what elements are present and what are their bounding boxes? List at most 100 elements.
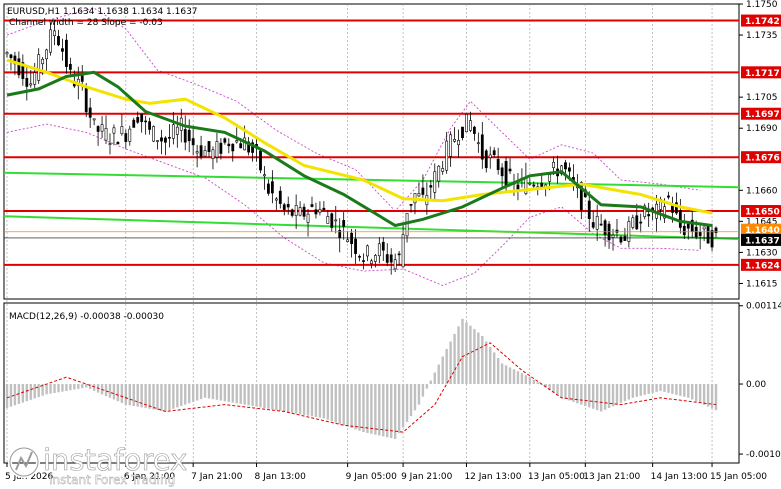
macd-histogram-bar: [516, 371, 520, 385]
channel-info: Channel width = 28 Slope = -0.03: [9, 18, 163, 28]
candle-body: [714, 227, 718, 233]
macd-histogram-bar: [180, 384, 183, 407]
macd-histogram-bar: [263, 384, 266, 409]
macd-histogram-bar: [120, 384, 124, 403]
macd-histogram-bar: [279, 384, 282, 411]
level-label: 1.1717: [745, 69, 780, 79]
candle-body: [215, 141, 219, 158]
candle-body: [120, 126, 124, 134]
candle-body: [500, 167, 504, 177]
macd-histogram-bar: [595, 384, 599, 411]
macd-histogram-bar: [485, 341, 488, 385]
macd-histogram-bar: [683, 384, 686, 397]
price-tick-label: 1.1705: [746, 93, 778, 103]
macd-histogram-bar: [188, 384, 191, 404]
candle-body: [591, 222, 595, 228]
candle-body: [437, 165, 441, 182]
macd-histogram-bar: [152, 384, 155, 410]
price-pane-frame: [3, 3, 740, 300]
macd-histogram-bar: [13, 384, 17, 406]
candle-body: [108, 143, 112, 145]
macd-histogram-bar: [29, 384, 32, 400]
candle-body: [294, 205, 298, 216]
candle-body: [579, 182, 583, 211]
time-label: 8 Jan 13:00: [255, 472, 307, 482]
candle-body: [358, 255, 361, 258]
candle-body: [508, 168, 512, 172]
candle-body: [532, 184, 536, 187]
candle-body: [504, 161, 508, 187]
macd-histogram-bar: [195, 384, 199, 401]
macd-histogram-bar: [362, 384, 365, 433]
candle-body: [61, 48, 64, 52]
macd-histogram-bar: [374, 384, 377, 435]
macd-histogram-bar: [564, 384, 567, 400]
candle-body: [488, 154, 492, 158]
macd-histogram-bar: [275, 384, 278, 411]
candle-body: [643, 205, 647, 217]
macd-histogram-bar: [619, 384, 623, 403]
candle-body: [302, 206, 306, 217]
macd-histogram-bar: [168, 384, 171, 411]
candle-body: [405, 213, 409, 237]
macd-histogram-bar: [461, 318, 464, 385]
macd-histogram-bar: [176, 384, 179, 408]
candle-body: [461, 126, 464, 139]
macd-histogram-bar: [77, 384, 80, 389]
candle-body: [175, 126, 179, 135]
candle-body: [187, 129, 191, 142]
level-tag: [741, 151, 781, 164]
level-label: 1.1676: [745, 154, 780, 164]
candle-body: [350, 232, 353, 245]
candle-body: [334, 219, 338, 222]
candle-body: [223, 138, 227, 143]
macd-histogram-bar: [714, 384, 718, 411]
candle-body: [68, 63, 72, 70]
candle-body: [171, 124, 175, 139]
price-tick-label: 1.1630: [746, 248, 778, 258]
time-label: 14 Jan 13:00: [651, 472, 708, 482]
macd-tick-label: -0.00102: [746, 450, 781, 460]
macd-histogram-bar: [489, 346, 492, 385]
macd-histogram-bar: [390, 384, 393, 439]
candle-body: [278, 190, 282, 204]
time-label: 9 Jan 05:00: [346, 472, 398, 482]
candle-body: [568, 167, 571, 172]
candle-body: [199, 145, 203, 158]
candle-body: [698, 231, 702, 236]
candle-body: [128, 128, 132, 142]
candle-body: [706, 225, 710, 244]
candle-body: [156, 140, 159, 142]
candle-body: [710, 230, 714, 248]
candle-body: [702, 226, 706, 230]
candle-body: [381, 241, 385, 251]
price-axis: 1.17501.17351.17051.16901.16601.16451.16…: [739, 0, 778, 289]
macd-histogram-bar: [219, 384, 223, 401]
time-label: 12 Jan 13:00: [464, 472, 521, 482]
macd-histogram-bar: [136, 384, 139, 407]
macd-histogram-bar: [548, 384, 551, 391]
macd-histogram-bar: [290, 384, 294, 413]
candle-body: [599, 223, 603, 226]
macd-histogram-bar: [85, 384, 88, 388]
moving-average-fast: [6, 70, 713, 228]
macd-histogram-bar: [73, 384, 76, 390]
macd-signal-line: [6, 342, 717, 433]
candle-body: [619, 236, 623, 243]
macd-histogram-bar: [623, 384, 627, 402]
macd-histogram-bar: [53, 384, 56, 393]
macd-histogram-bar: [172, 384, 175, 409]
candle-body: [322, 207, 326, 211]
candle-body: [167, 136, 171, 139]
candle-body: [183, 129, 187, 143]
candle-body: [342, 220, 346, 227]
price-tick-label: 1.1615: [746, 279, 778, 289]
macd-histogram-bar: [306, 384, 310, 416]
macd-histogram-bar: [378, 384, 381, 436]
candle-body: [433, 171, 437, 193]
macd-tick-label: 0.00: [746, 380, 766, 390]
candle-body: [203, 150, 207, 157]
macd-histogram-bar: [5, 384, 9, 409]
candle-body: [239, 143, 243, 149]
candle-body: [318, 209, 322, 213]
